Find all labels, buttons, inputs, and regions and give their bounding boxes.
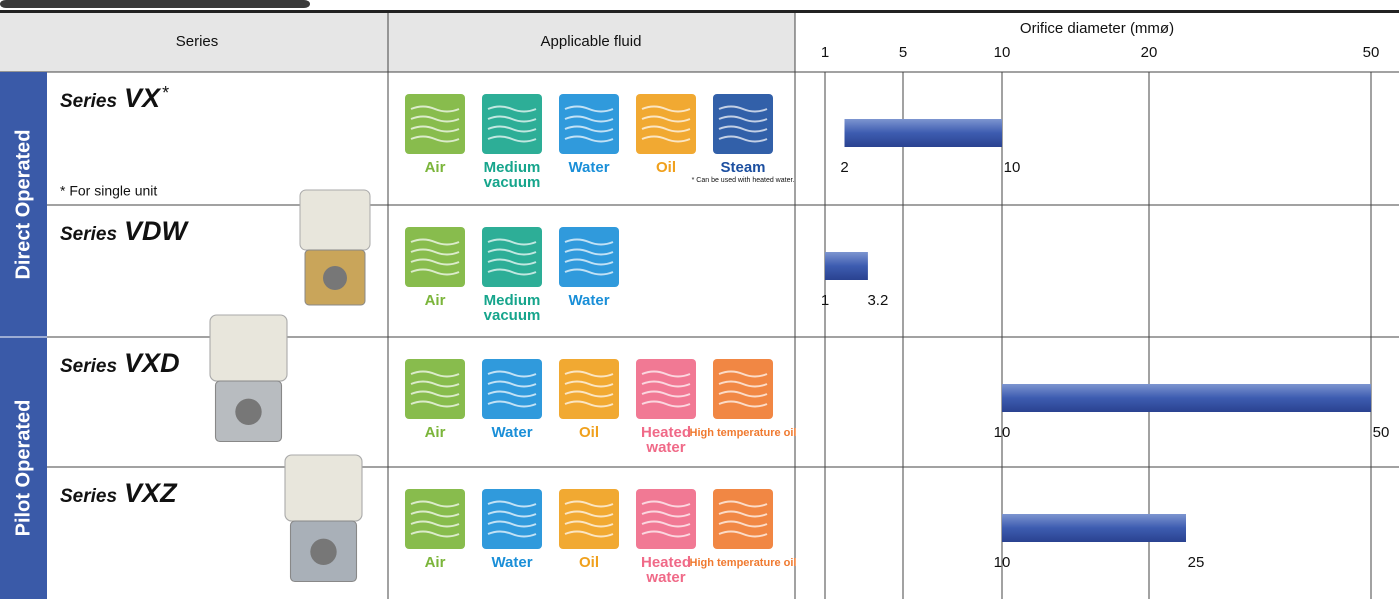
fluid-label: Air	[425, 424, 446, 441]
valve-coil	[210, 315, 287, 381]
fluid-icon	[405, 359, 465, 419]
fluid-icon	[559, 489, 619, 549]
axis-tick-label: 50	[1363, 44, 1380, 61]
fluid-icon	[405, 489, 465, 549]
fluid-icon	[559, 227, 619, 287]
range-bar	[1002, 514, 1186, 542]
fluid-label: Air	[425, 554, 446, 571]
fluid-icon	[713, 94, 773, 154]
fluid-label: High temperature oil	[690, 427, 797, 439]
range-max-label: 3.2	[867, 292, 888, 309]
fluid-label: Water	[491, 554, 532, 571]
series-model: VXD	[124, 348, 180, 378]
range-max-label: 25	[1188, 554, 1205, 571]
series-model: VX	[124, 83, 162, 113]
fluid-icon	[559, 94, 619, 154]
fluid-icon	[713, 489, 773, 549]
fluid-icon	[482, 489, 542, 549]
series-prefix: Series	[60, 224, 117, 245]
range-min-label: 10	[994, 554, 1011, 571]
header-series: Series	[176, 33, 219, 50]
series-model: VDW	[124, 216, 190, 246]
fluid-icon	[482, 94, 542, 154]
range-max-label: 50	[1373, 424, 1390, 441]
fluid-label: Oil	[579, 554, 599, 571]
header-orifice: Orifice diameter (mmø)	[1020, 20, 1174, 37]
valve-coil	[300, 190, 370, 250]
series-model: VXZ	[124, 478, 178, 508]
valve-coil	[285, 455, 362, 521]
valve-port	[235, 399, 261, 425]
range-min-label: 10	[994, 424, 1011, 441]
series-mark: *	[162, 83, 169, 103]
fluid-label: Mediumvacuum	[484, 159, 541, 191]
fluid-label: Oil	[579, 424, 599, 441]
fluid-label: Water	[491, 424, 532, 441]
product-image	[210, 315, 287, 442]
range-min-label: 2	[840, 159, 848, 176]
fluid-icon	[405, 227, 465, 287]
axis-tick-label: 20	[1141, 44, 1158, 61]
range-bar	[845, 119, 1003, 147]
group-label: Pilot Operated	[12, 400, 34, 537]
product-image	[285, 455, 362, 582]
range-bar	[825, 252, 868, 280]
table-lines	[0, 13, 1399, 599]
header-fluid: Applicable fluid	[541, 33, 642, 50]
top-rule	[0, 10, 1399, 13]
page: Series Applicable fluid Orifice diameter…	[0, 0, 1399, 599]
fluid-label: Water	[568, 292, 609, 309]
fluid-icon	[482, 359, 542, 419]
range-bar	[1002, 384, 1371, 412]
fluid-label: Oil	[656, 159, 676, 176]
product-image	[300, 190, 370, 305]
fluid-note: * Can be used with heated water.	[692, 177, 795, 184]
fluid-label: Water	[568, 159, 609, 176]
axis-tick-label: 5	[899, 44, 907, 61]
fluid-icon	[405, 94, 465, 154]
axis-tick-label: 10	[994, 44, 1011, 61]
series-prefix: Series	[60, 486, 117, 507]
fluid-icon	[636, 489, 696, 549]
fluid-label: Air	[425, 159, 446, 176]
fluid-icon	[559, 359, 619, 419]
valve-port	[323, 266, 347, 290]
fluid-icon	[713, 359, 773, 419]
fluid-icon	[636, 94, 696, 154]
valve-port	[310, 539, 336, 565]
axis-tick-label: 1	[821, 44, 829, 61]
range-min-label: 1	[821, 292, 829, 309]
header-bg	[0, 13, 795, 72]
range-max-label: 10	[1004, 159, 1021, 176]
fluid-label: High temperature oil	[690, 557, 797, 569]
fluid-label: Air	[425, 292, 446, 309]
fluid-icon	[636, 359, 696, 419]
series-note: * For single unit	[60, 183, 157, 199]
tab	[0, 0, 310, 8]
series-prefix: Series	[60, 91, 117, 112]
series-prefix: Series	[60, 356, 117, 377]
group-label: Direct Operated	[12, 129, 34, 279]
fluid-label: Steam	[720, 159, 765, 176]
fluid-icon	[482, 227, 542, 287]
